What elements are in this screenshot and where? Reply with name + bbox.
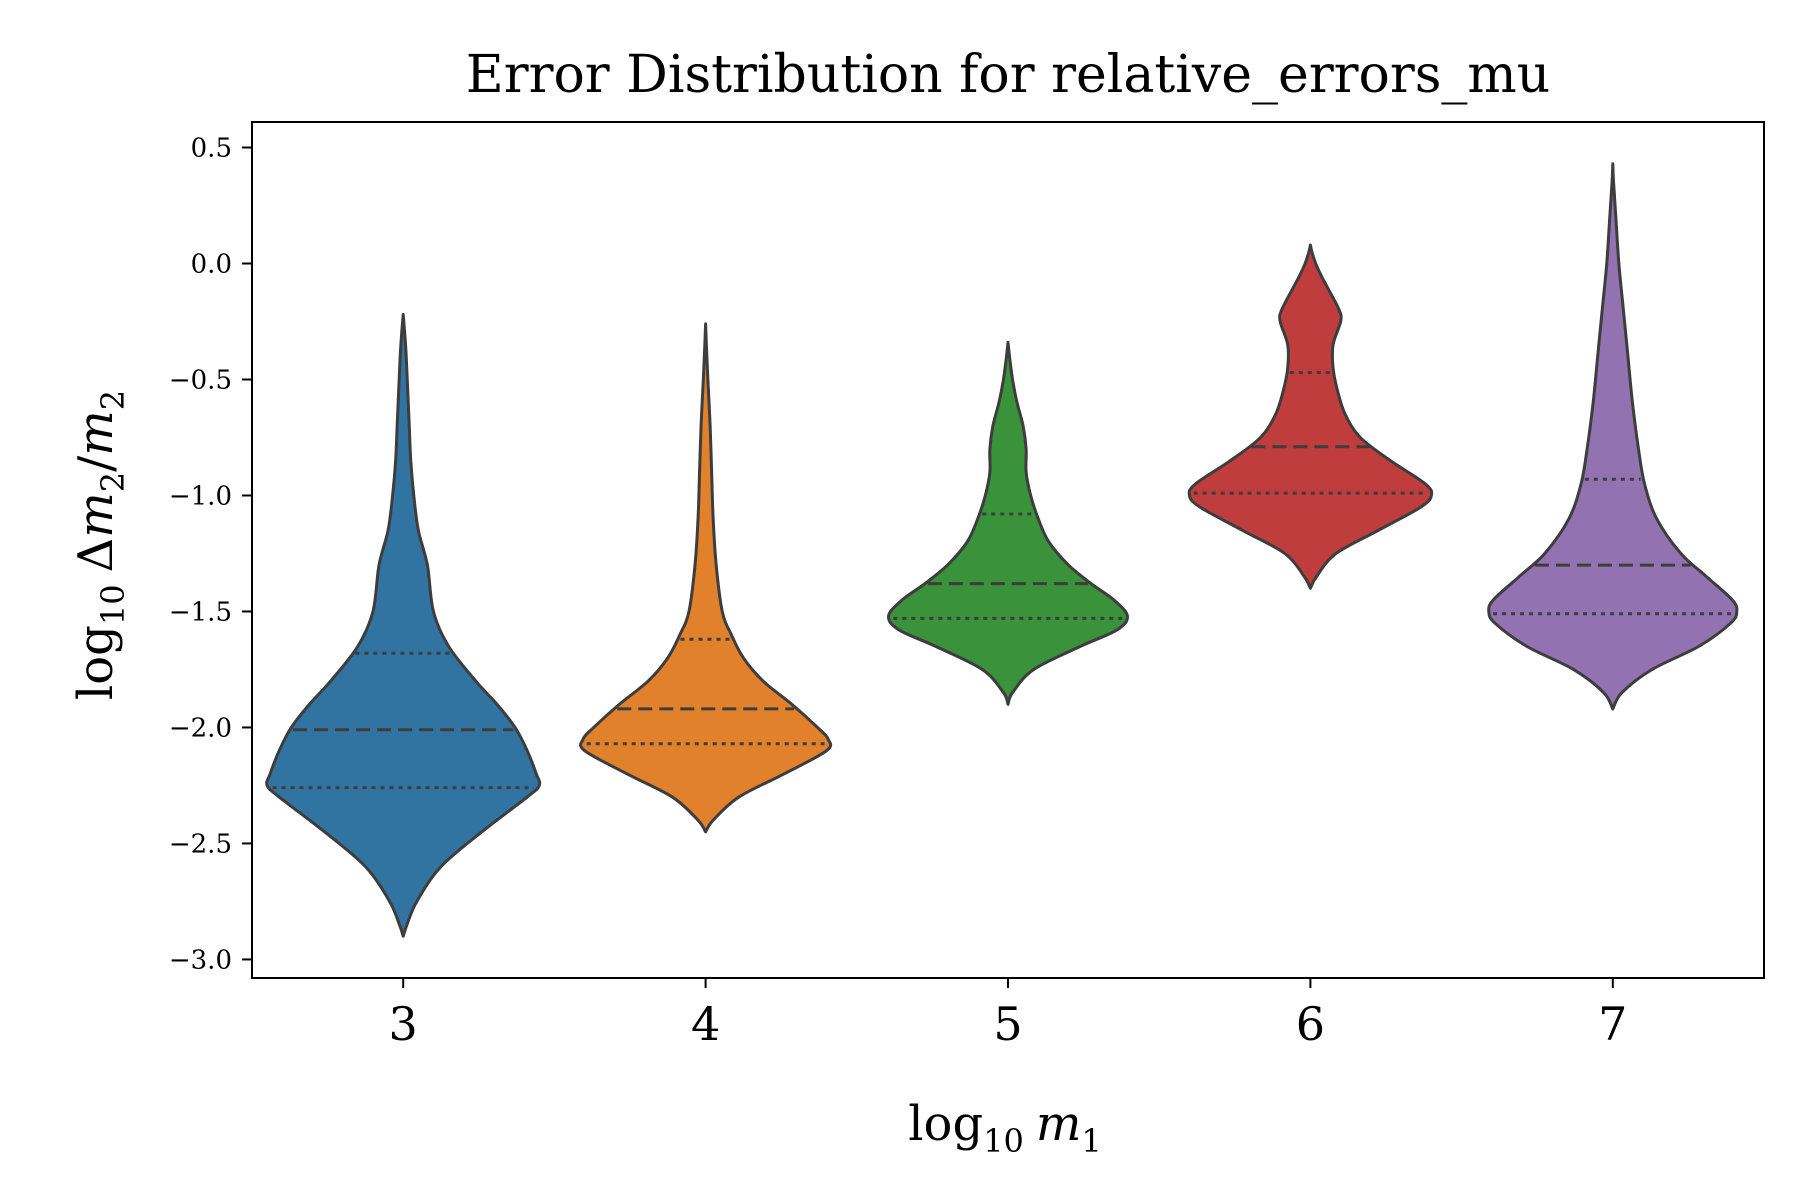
violin-body-3: [265, 313, 542, 938]
y-tick-label: −2.5: [169, 829, 232, 859]
violin-4: [579, 322, 833, 834]
violin-body-5: [887, 340, 1129, 706]
x-tick-label: 5: [993, 997, 1022, 1051]
y-tick-label: −2.0: [169, 713, 232, 743]
y-axis-label-delta: Δ: [68, 538, 124, 573]
violin-body-4: [579, 322, 833, 834]
x-axis-label-var: m: [1036, 1096, 1082, 1152]
x-tick-label: 3: [389, 997, 418, 1051]
x-axis-label-base: log: [908, 1096, 983, 1152]
y-axis: 0.5 0.0 −0.5 −1.0 −1.5 −2.0 −2.5 −3.0: [169, 134, 252, 975]
violin-body-7: [1487, 162, 1739, 711]
violins-group: [265, 162, 1739, 938]
y-axis-label-base: log: [68, 625, 124, 700]
y-tick-label: 0.5: [191, 134, 232, 164]
x-axis: 3 4 5 6 7: [389, 978, 1627, 1051]
violin-3: [265, 313, 542, 938]
x-tick-label: 7: [1598, 997, 1627, 1051]
y-tick-label: −3.0: [169, 945, 232, 975]
y-tick-label: 0.0: [191, 250, 232, 280]
y-axis-label-slash: /: [68, 455, 124, 472]
y-axis-label-base-sub: 10: [94, 584, 132, 625]
plot-frame: [251, 121, 1765, 979]
y-axis-label-var: m: [68, 492, 124, 538]
violin-7: [1487, 162, 1739, 711]
y-tick-label: −0.5: [169, 365, 232, 395]
y-axis-label-var2-sub: 2: [94, 390, 132, 410]
x-axis-label: log10 m1: [908, 1096, 1102, 1160]
y-tick-label: −1.0: [169, 481, 232, 511]
y-axis-label-var-sub: 2: [94, 472, 132, 492]
y-axis-label: log10Δm2/m2: [68, 390, 132, 700]
violin-body-6: [1187, 243, 1434, 590]
x-tick-label: 4: [691, 997, 720, 1051]
x-axis-label-var-sub: 1: [1081, 1122, 1101, 1160]
chart-title: Error Distribution for relative_errors_m…: [466, 45, 1550, 105]
y-tick-label: −1.5: [169, 597, 232, 627]
y-axis-label-var2: m: [68, 410, 124, 456]
x-tick-label: 6: [1296, 997, 1325, 1051]
violin-6: [1187, 243, 1434, 590]
violin-5: [887, 340, 1129, 706]
x-axis-label-base-sub: 10: [983, 1122, 1024, 1160]
